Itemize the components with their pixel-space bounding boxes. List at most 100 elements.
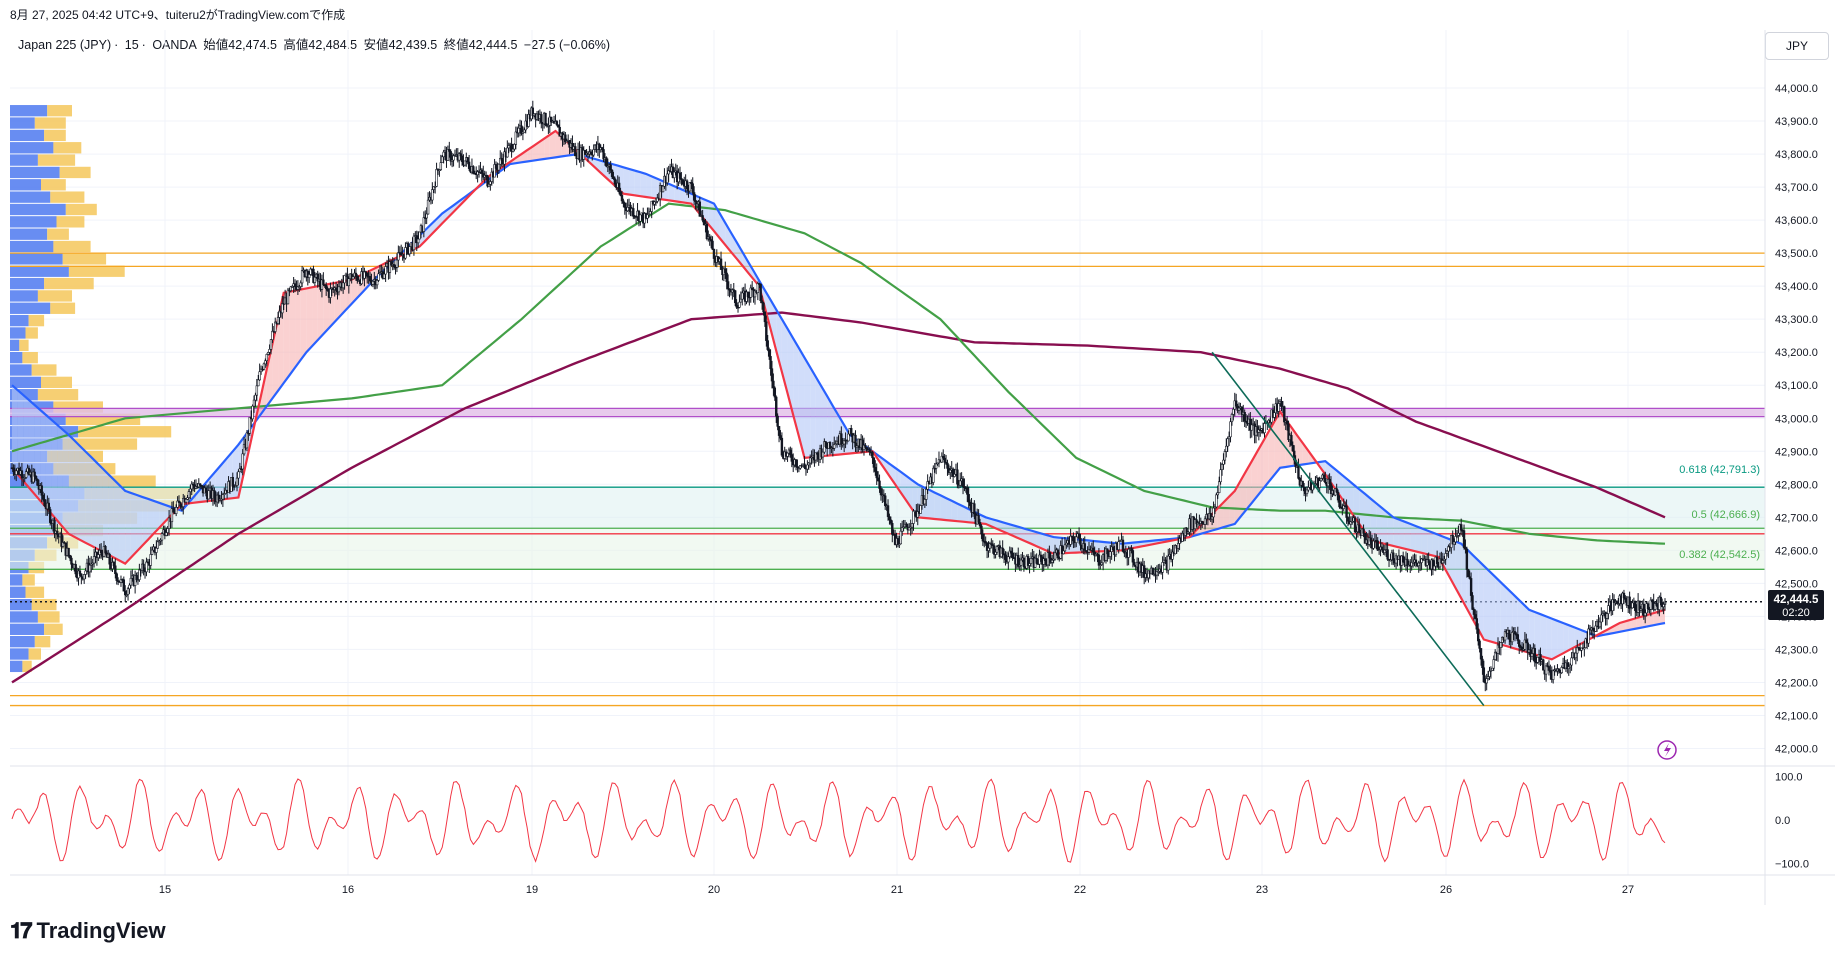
low-value: 安値42,439.5 — [363, 38, 438, 52]
candle-body — [1345, 505, 1348, 518]
candle-body — [1130, 548, 1133, 551]
candle-body — [905, 523, 908, 528]
alert-bolt-icon[interactable] — [1657, 740, 1677, 760]
candle-body — [1193, 519, 1197, 530]
candle-body — [289, 286, 293, 291]
candle-body — [435, 169, 438, 187]
volume-profile-up-bar — [10, 265, 69, 277]
candle-body — [1547, 666, 1551, 671]
ema-fill-segment — [1568, 625, 1575, 651]
candle-body — [899, 530, 902, 545]
change-value: −27.5 (−0.06%) — [523, 38, 611, 52]
ema-fill-segment — [142, 496, 148, 546]
candle-body — [1351, 521, 1354, 523]
candle-body — [680, 178, 683, 180]
volume-profile-down-bar — [53, 240, 91, 253]
candle-body — [1042, 558, 1045, 565]
candle-body — [653, 201, 656, 205]
volume-profile-up-bar — [10, 253, 63, 265]
candle-body — [221, 494, 225, 500]
candle-body — [1557, 668, 1561, 672]
ema-fill-segment — [312, 286, 318, 347]
ema-fill-segment — [1370, 498, 1377, 542]
candle-body — [617, 182, 621, 193]
candle-body — [438, 169, 441, 171]
candle-body — [82, 574, 86, 580]
candle-body — [1358, 524, 1361, 533]
candle-body — [632, 208, 635, 217]
candle-body — [821, 451, 825, 458]
candle-body — [1457, 532, 1460, 536]
candle-body — [650, 200, 653, 212]
ema-fill-segment — [1432, 532, 1439, 557]
candle-body — [1336, 491, 1340, 501]
candle-body — [416, 238, 420, 244]
symbol-name[interactable]: Japan 225 (JPY) — [18, 38, 112, 52]
tradingview-logo[interactable]: 𝟏𝟕 TradingView — [10, 918, 166, 944]
candle-body — [1328, 478, 1331, 485]
candle-body — [1576, 647, 1579, 654]
candle-body — [1460, 524, 1463, 531]
ema-fill-segment — [532, 142, 539, 161]
volume-profile-up-bar — [10, 376, 41, 389]
ema-fill-segment — [232, 444, 239, 499]
candle-body — [476, 171, 479, 176]
candle-body — [987, 547, 990, 551]
volume-profile-up-bar — [10, 240, 54, 253]
candle-body — [1263, 423, 1266, 433]
ema-fill-segment — [1008, 523, 1014, 537]
candle-body — [854, 434, 857, 448]
candle-body — [770, 368, 774, 382]
candle-body — [1542, 659, 1545, 671]
currency-button[interactable]: JPY — [1765, 32, 1829, 60]
candle-body — [166, 528, 169, 533]
candle-body — [934, 463, 938, 469]
candle-body — [1106, 548, 1109, 555]
ema-fill-segment — [1625, 619, 1632, 631]
candle-body — [1287, 423, 1290, 440]
candle-body — [692, 192, 696, 201]
volume-profile-down-bar — [19, 339, 29, 351]
candle-body — [916, 511, 919, 518]
candle-body — [995, 546, 999, 553]
candle-body — [882, 494, 885, 497]
candle-body — [150, 549, 154, 555]
candle-body — [583, 150, 587, 155]
candle-body — [1161, 562, 1164, 573]
volume-profile-down-bar — [31, 598, 57, 611]
interval[interactable]: 15 — [124, 38, 139, 52]
candle-body — [299, 282, 302, 287]
candle-body — [888, 516, 891, 521]
candle-body — [1476, 628, 1480, 642]
candle-body — [1594, 625, 1597, 632]
ema-fill-segment — [963, 506, 969, 523]
volume-profile-down-bar — [41, 179, 66, 191]
data-source: OANDA — [152, 38, 197, 52]
candle-body — [1097, 554, 1101, 566]
candle-body — [493, 164, 496, 178]
price-chart[interactable]: 100.00.0−100.0 44,000.043,900.043,800.04… — [0, 0, 1835, 905]
candle-body — [1431, 559, 1435, 570]
x-tick-label: 26 — [1440, 884, 1452, 896]
ema-fill-segment — [266, 343, 273, 407]
candle-body — [760, 300, 764, 304]
volume-profile-down-bar — [22, 351, 38, 364]
candle-body — [589, 151, 593, 155]
candle-body — [544, 112, 547, 125]
y-tick-label: 44,000.0 — [1775, 83, 1818, 95]
candle-body — [404, 247, 407, 259]
candle-body — [1167, 555, 1170, 571]
candle-body — [217, 494, 220, 501]
candle-body — [264, 360, 267, 365]
candle-body — [733, 290, 737, 304]
candle-body — [1513, 631, 1517, 635]
y-tick-label: 42,300.0 — [1775, 644, 1818, 656]
candle-body — [961, 478, 965, 487]
candle-body — [613, 178, 617, 185]
candle-body — [494, 164, 498, 169]
chart-created-caption: 8月 27, 2025 04:42 UTC+9、tuiteru2がTrading… — [10, 8, 346, 22]
candle-body — [1496, 644, 1500, 654]
candle-body — [622, 200, 625, 204]
time-axis: 15 16 19 20 21 22 23 26 27 — [159, 884, 1634, 896]
ema-fill-segment — [283, 291, 290, 384]
